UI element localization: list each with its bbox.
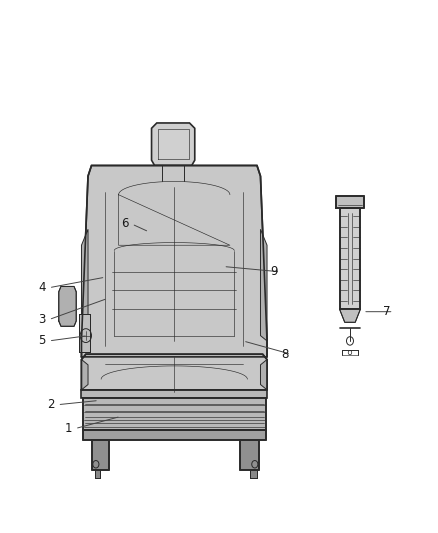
Polygon shape (81, 390, 267, 398)
Polygon shape (81, 354, 267, 390)
Polygon shape (83, 398, 266, 430)
Polygon shape (79, 314, 90, 352)
Text: 3: 3 (39, 313, 46, 326)
Polygon shape (83, 430, 266, 440)
Polygon shape (95, 470, 100, 478)
Polygon shape (81, 165, 267, 357)
Text: 4: 4 (39, 281, 46, 294)
Polygon shape (92, 440, 109, 470)
Polygon shape (240, 440, 259, 470)
Text: 2: 2 (47, 398, 55, 411)
Text: 7: 7 (383, 305, 391, 318)
Polygon shape (81, 360, 88, 390)
Text: 9: 9 (270, 265, 277, 278)
Polygon shape (152, 123, 195, 165)
Polygon shape (251, 470, 257, 478)
Polygon shape (59, 286, 76, 326)
Polygon shape (261, 360, 267, 390)
Text: 8: 8 (281, 348, 288, 361)
Text: 1: 1 (65, 422, 72, 435)
Polygon shape (339, 309, 360, 322)
Polygon shape (261, 229, 267, 341)
Polygon shape (336, 196, 364, 208)
Text: 5: 5 (39, 334, 46, 348)
Text: 6: 6 (121, 217, 129, 230)
Polygon shape (339, 208, 360, 309)
Polygon shape (81, 229, 88, 341)
